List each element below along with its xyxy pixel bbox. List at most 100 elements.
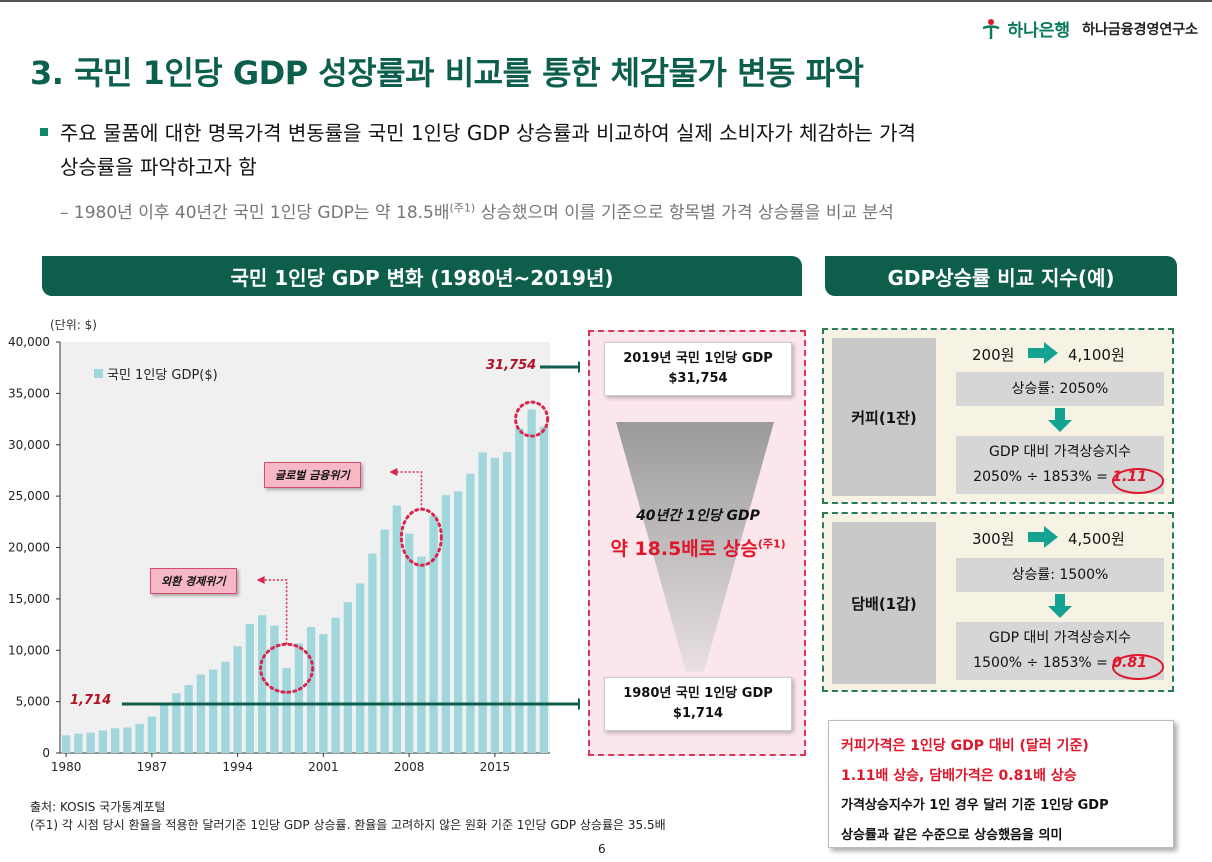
arrow-right-icon	[1028, 342, 1058, 364]
cigarette-price-from: 300원	[972, 530, 1015, 548]
bar-2008	[404, 533, 414, 753]
bar-2018	[527, 409, 536, 753]
brand-logo: 하나은행 하나금융경영연구소	[980, 16, 1198, 41]
bar-2011	[441, 495, 451, 753]
funnel-caption: 40년간 1인당 GDP	[636, 508, 760, 524]
bar-2004	[355, 583, 365, 753]
bar-1986	[135, 723, 144, 753]
funnel-shape	[616, 422, 774, 672]
bar-2007	[392, 505, 402, 753]
y-tick-label: 35,000	[8, 386, 50, 400]
bar-2002	[331, 617, 340, 753]
bar-2012	[453, 491, 463, 753]
cigarette-price-to: 4,500원	[1068, 530, 1125, 548]
x-tick-label: 2015	[480, 760, 511, 774]
gdp-2019-value: $31,754	[668, 371, 728, 386]
gdp-1980-label: 1980년 국민 1인당 GDP	[623, 686, 773, 701]
bar-2010	[429, 515, 438, 753]
footnote-text: (주1) 각 시점 당시 환율을 적용한 달러기준 1인당 GDP 상승률. 환…	[30, 818, 666, 832]
comparison-index-banner: GDP상승률 비교 지수(예)	[825, 256, 1177, 296]
arrow-2019-head	[578, 361, 580, 373]
y-tick-label: 0	[42, 746, 50, 760]
gfc-connector	[393, 471, 423, 510]
summary-line2: 1.11배 상승, 담배가격은 0.81배 상승	[841, 768, 1077, 784]
bar-1997	[270, 625, 279, 753]
bar-2005	[368, 553, 377, 753]
gdp-1980-card: 1980년 국민 1인당 GDP $1,714	[604, 677, 792, 731]
brand-subtitle: 하나금융경영연구소	[1082, 21, 1198, 38]
sub-bullet-before: – 1980년 이후 40년간 국민 1인당 GDP는 약 18.5배	[60, 203, 450, 223]
arrow-1980-head	[578, 698, 580, 710]
bar-1989	[172, 693, 181, 753]
y-tick-label: 5,000	[16, 695, 50, 709]
page-title: 3. 국민 1인당 GDP 성장률과 비교를 통한 체감물가 변동 파악	[30, 54, 864, 92]
max-value-label: 31,754	[486, 358, 537, 373]
y-tick-label: 30,000	[8, 438, 50, 452]
bar-2013	[466, 473, 475, 753]
main-bullet-line2: 상승률을 파악하고자 함	[60, 155, 257, 179]
bar-2003	[343, 602, 353, 753]
top-rule	[0, 0, 1212, 2]
gfc-connector-arrow	[389, 468, 398, 476]
chart-unit: (단위: $)	[50, 318, 97, 332]
page-number: 6	[598, 842, 606, 856]
x-tick-label: 2001	[308, 760, 339, 774]
fx-connector	[260, 579, 288, 645]
legend-swatch	[94, 369, 103, 378]
cigarette-result-circle	[1112, 654, 1164, 680]
coffee-index-title: GDP 대비 가격상승지수	[988, 444, 1131, 460]
coffee-price-from: 200원	[972, 346, 1015, 364]
hana-logo-icon	[982, 18, 999, 39]
bullet-square-icon	[40, 127, 48, 136]
peak-circle	[514, 400, 550, 438]
bar-1990	[184, 685, 193, 753]
arrow-right-icon	[1028, 526, 1058, 548]
funnel-note: (주1)	[757, 537, 786, 551]
x-tick-label: 1987	[137, 760, 168, 774]
gdp-2019-label: 2019년 국민 1인당 GDP	[623, 351, 773, 366]
cigarette-rate: 상승률: 1500%	[956, 558, 1164, 592]
gdp-bar-chart: 0 5,000 10,000 15,000 20,000 25,000 30,000 35,0…	[8, 335, 580, 774]
coffee-price-to: 4,100원	[1068, 346, 1125, 364]
bar-1985	[123, 727, 132, 753]
bar-2017	[515, 428, 524, 753]
bar-1983	[98, 730, 108, 753]
bar-1996	[257, 615, 267, 753]
bar-1982	[86, 732, 95, 753]
min-value-label: 1,714	[70, 693, 112, 708]
bar-1994	[233, 646, 242, 753]
cigarette-index-title: GDP 대비 가격상승지수	[988, 630, 1131, 646]
gdp-2019-card: 2019년 국민 1인당 GDP $31,754	[604, 342, 792, 396]
funnel-headline-text: 약 18.5배로 상승	[610, 538, 758, 560]
global-financial-crisis-tag: 글로벌 금융위기	[264, 462, 361, 488]
bar-2006	[380, 529, 389, 753]
coffee-formula: 2050% ÷ 1853% =	[973, 469, 1108, 485]
source-text: 출처: KOSIS 국가통계포털	[30, 800, 166, 814]
y-tick-label: 10,000	[8, 643, 50, 657]
cigarette-label: 담배(1갑)	[832, 522, 936, 684]
bar-1981	[74, 733, 83, 753]
bar-1998	[282, 667, 291, 753]
bar-1992	[208, 669, 218, 753]
bar-2015	[490, 457, 500, 753]
bar-1980	[61, 735, 71, 753]
brand-name: 하나은행	[1007, 21, 1071, 41]
bar-1988	[159, 704, 169, 753]
summary-line1: 커피가격은 1인당 GDP 대비 (달러 기준)	[841, 738, 1089, 754]
arrow-down-icon	[1048, 408, 1072, 432]
footer-notes: 출처: KOSIS 국가통계포털 (주1) 각 시점 당시 환율을 적용한 달러…	[30, 798, 666, 834]
fx-connector-arrow	[256, 576, 265, 584]
summary-box: 커피가격은 1인당 GDP 대비 (달러 기준) 1.11배 상승, 담배가격은…	[828, 720, 1174, 848]
gdp-change-banner: 국민 1인당 GDP 변화 (1980년~2019년)	[42, 256, 802, 296]
arrow-down-icon	[1048, 594, 1072, 618]
bar-1995	[245, 623, 255, 753]
main-bullet-line1: 주요 물품에 대한 명목가격 변동률을 국민 1인당 GDP 상승률과 비교하여…	[60, 121, 916, 145]
x-tick-label: 2008	[394, 760, 425, 774]
bar-2014	[478, 452, 487, 753]
coffee-rate: 상승률: 2050%	[956, 372, 1164, 406]
bar-2009	[417, 556, 426, 753]
y-tick-label: 40,000	[8, 335, 50, 349]
bar-1984	[110, 728, 120, 753]
gdp-1980-value: $1,714	[672, 706, 724, 721]
fx-crisis-tag: 외환 경제위기	[150, 568, 237, 594]
